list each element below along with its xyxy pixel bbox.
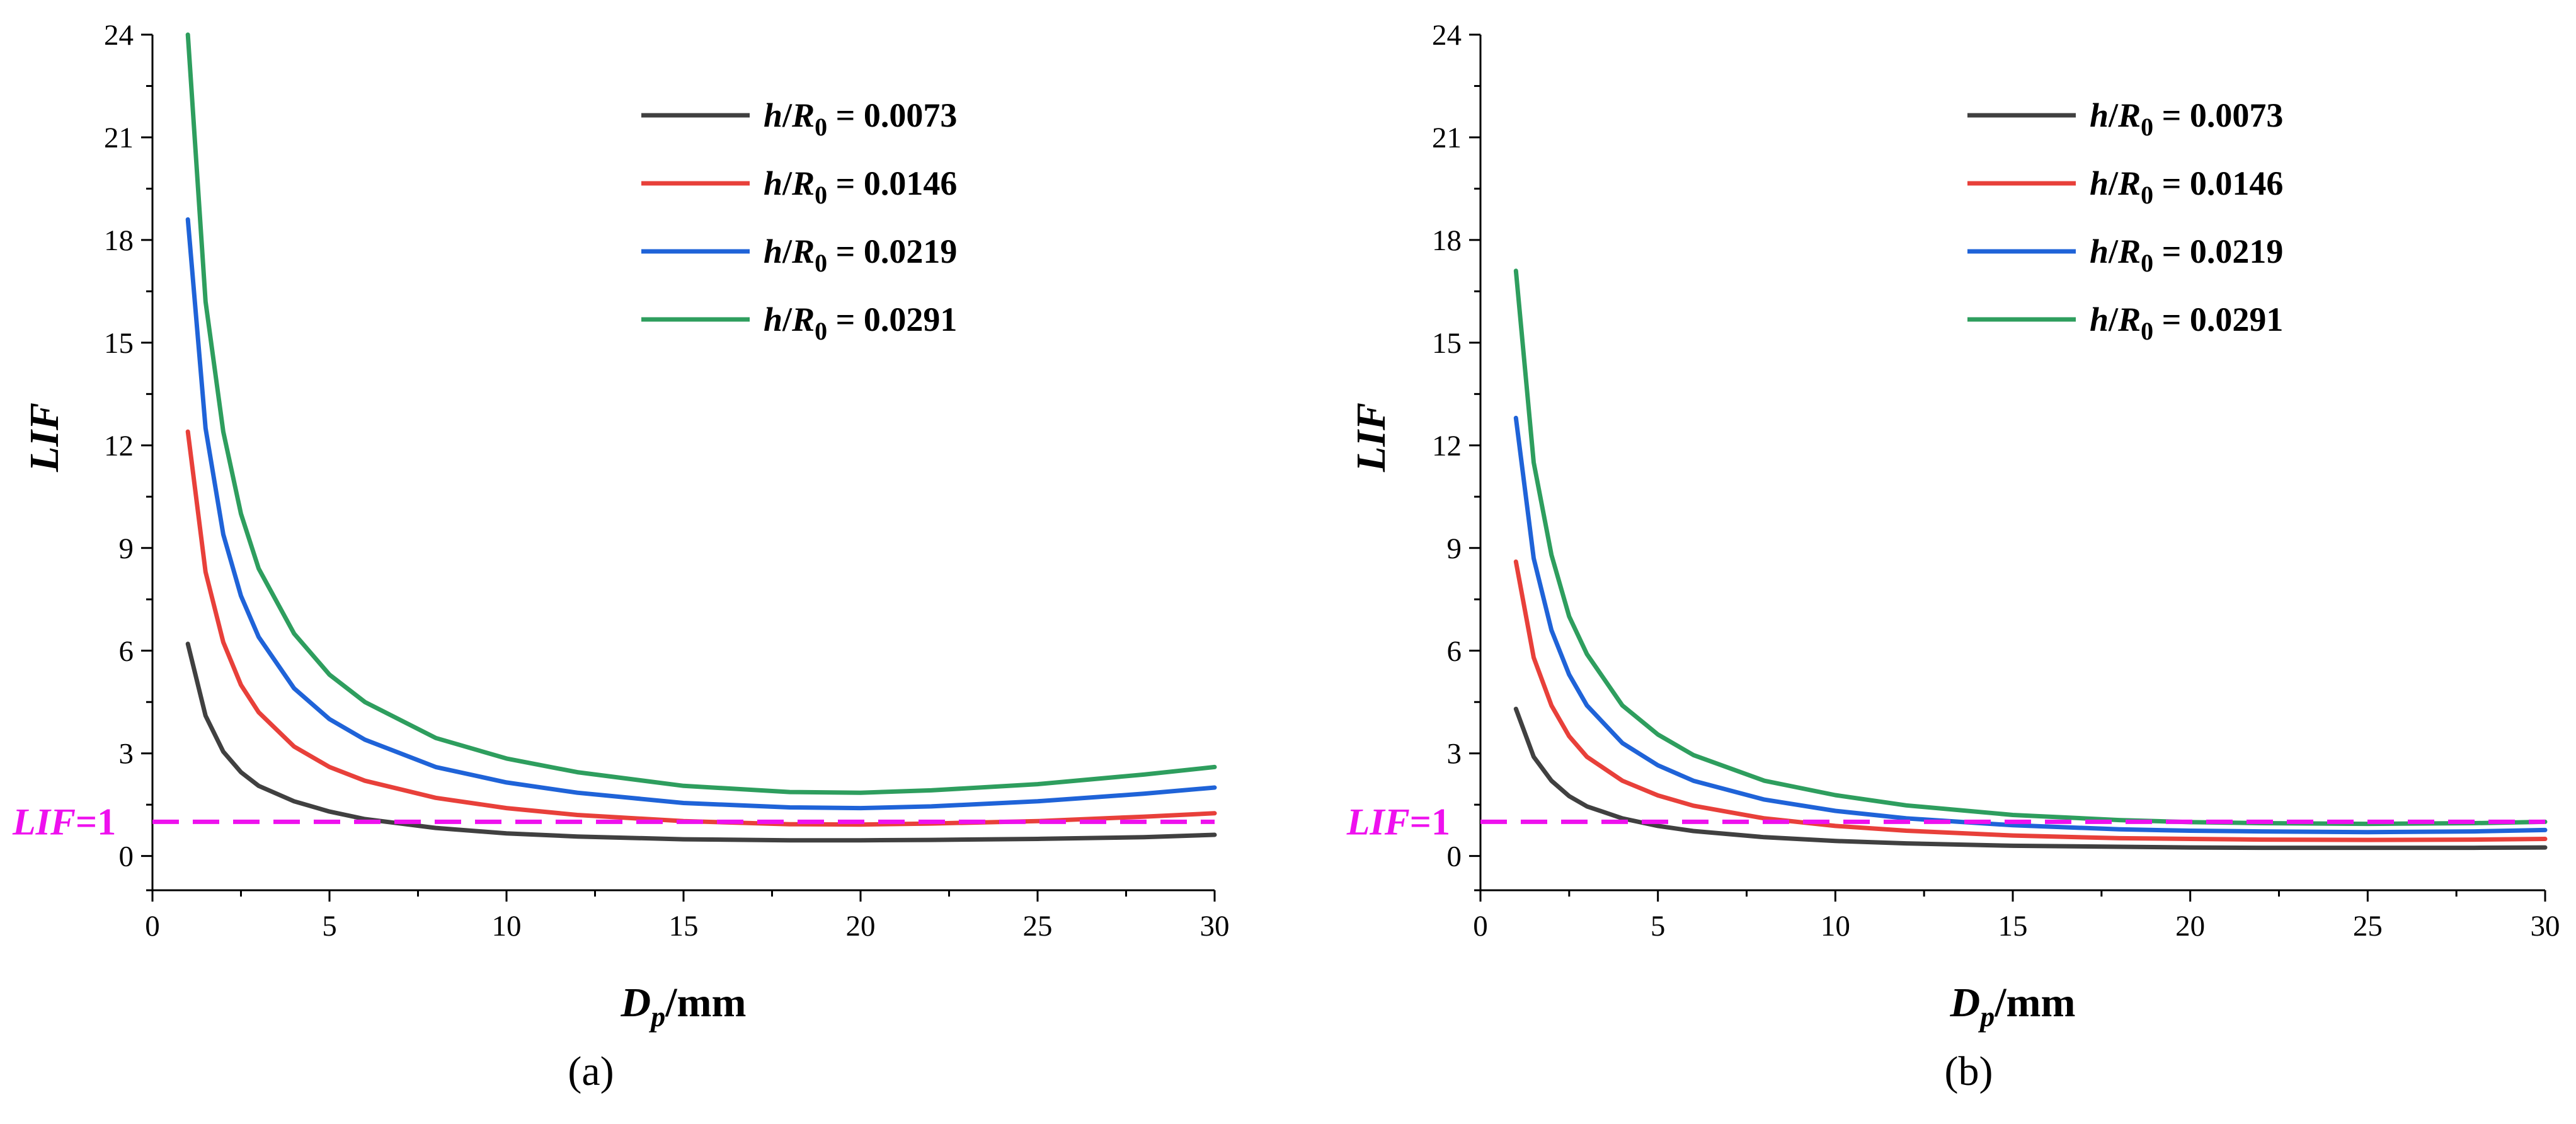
- x-tick-label: 25: [1023, 910, 1053, 943]
- y-tick-label: 6: [119, 635, 134, 668]
- legend-entry-1: h/R0 = 0.0146: [2090, 164, 2283, 209]
- y-tick-label: 3: [1447, 738, 1462, 771]
- legend-entry-0: h/R0 = 0.0073: [764, 96, 957, 141]
- series-line-3: [1513, 268, 2548, 827]
- reference-label: LIF=1: [12, 801, 116, 842]
- series-line-2: [185, 217, 1217, 811]
- y-tick-label: 21: [1432, 122, 1462, 154]
- legend-entry-2: h/R0 = 0.0219: [2090, 232, 2283, 277]
- reference-label: LIF=1: [1346, 801, 1450, 842]
- series-line-2: [1513, 415, 2548, 835]
- x-tick-label: 0: [145, 910, 160, 943]
- series-line-0: [185, 641, 1217, 843]
- panel-label: (b): [1945, 1048, 1993, 1094]
- y-tick-label: 24: [104, 19, 134, 52]
- x-tick-label: 5: [1651, 910, 1666, 943]
- y-axis-title: LIF: [1348, 403, 1394, 473]
- y-tick-label: 15: [104, 327, 134, 360]
- legend-entry-3: h/R0 = 0.0291: [2090, 301, 2283, 345]
- y-tick-label: 21: [104, 122, 134, 154]
- x-tick-label: 20: [846, 910, 876, 943]
- legend-entry-3: h/R0 = 0.0291: [764, 301, 957, 345]
- series-line-0: [1513, 706, 2548, 851]
- chart-panel-b: 0 5 10 15 20 25 30 0 3 6 9 12 15 18 21 24 LIF=1 h/R0 = 0.…: [1346, 19, 2560, 1094]
- x-tick-label: 10: [492, 910, 522, 943]
- y-tick-label: 15: [1432, 327, 1462, 360]
- x-tick-label: 25: [2353, 910, 2383, 943]
- x-tick-label: 30: [2531, 910, 2560, 943]
- y-tick-label: 3: [119, 738, 134, 771]
- y-tick-label: 24: [1432, 19, 1462, 52]
- chart-panel-a: 0 5 10 15 20 25 30 0 3 6 9 12 15 18 21 24 LIF=1 h/R0 = 0.…: [12, 19, 1230, 1094]
- y-tick-label: 12: [104, 430, 134, 462]
- x-tick-label: 0: [1473, 910, 1488, 943]
- y-tick-label: 18: [1432, 224, 1462, 257]
- x-tick-label: 5: [322, 910, 337, 943]
- legend-entry-1: h/R0 = 0.0146: [764, 164, 957, 209]
- x-tick-label: 15: [669, 910, 699, 943]
- x-tick-label: 10: [1821, 910, 1850, 943]
- legend-entry-0: h/R0 = 0.0073: [2090, 96, 2283, 141]
- x-tick-label: 20: [2175, 910, 2205, 943]
- y-tick-label: 0: [119, 840, 134, 873]
- x-tick-label: 15: [1998, 910, 2028, 943]
- y-tick-label: 18: [104, 224, 134, 257]
- x-axis-title: Dp/mm: [1950, 980, 2076, 1033]
- y-tick-label: 0: [1447, 840, 1462, 873]
- legend-entry-2: h/R0 = 0.0219: [764, 232, 957, 277]
- x-tick-label: 30: [1200, 910, 1230, 943]
- y-tick-label: 9: [119, 532, 134, 565]
- y-axis-title: LIF: [21, 403, 67, 473]
- series-line-1: [1513, 559, 2548, 842]
- series-line-3: [185, 32, 1217, 795]
- series-line-1: [185, 429, 1217, 827]
- y-tick-label: 12: [1432, 430, 1462, 462]
- x-axis-title: Dp/mm: [621, 980, 747, 1033]
- panel-label: (a): [568, 1048, 614, 1094]
- y-tick-label: 9: [1447, 532, 1462, 565]
- y-tick-label: 6: [1447, 635, 1462, 668]
